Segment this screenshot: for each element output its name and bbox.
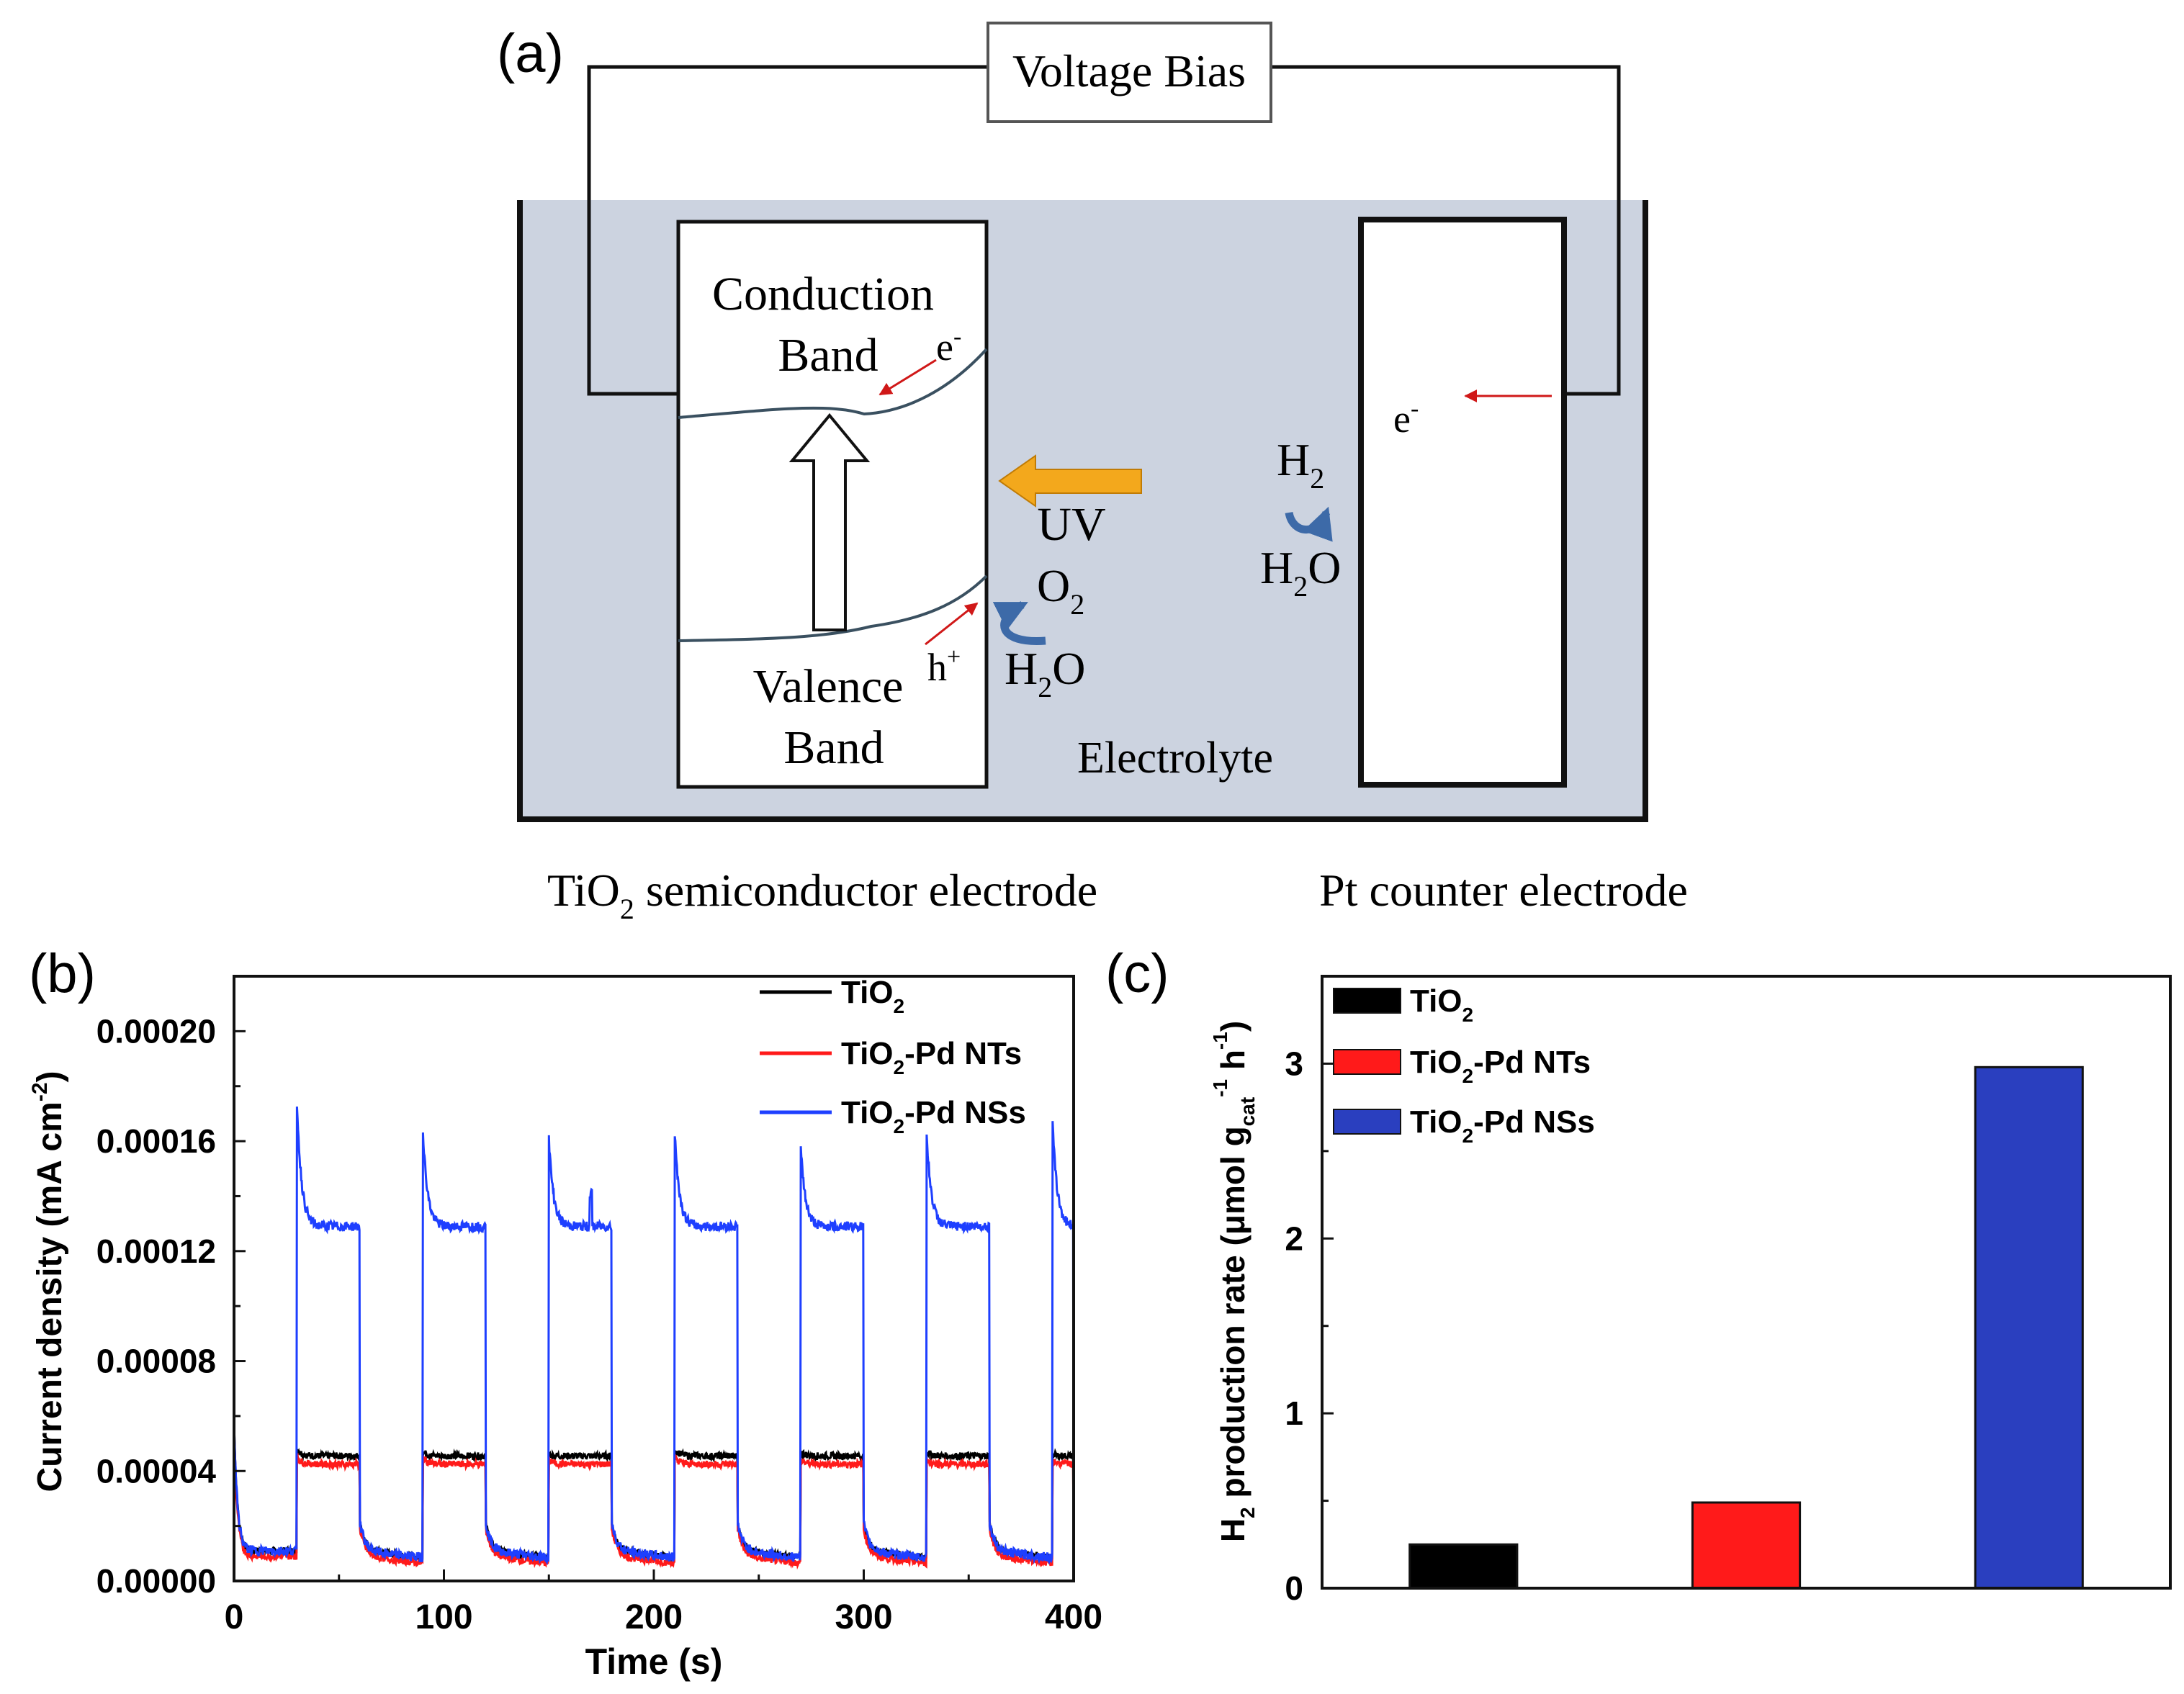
y-tick-label: 0.00020	[96, 1012, 216, 1050]
legend-label-tio2-pd-nts: TiO2-Pd NTs	[841, 1036, 1022, 1078]
y-tick-label: 2	[1285, 1220, 1303, 1257]
panel-b-label: (b)	[29, 943, 96, 1004]
excitation-arrow-icon	[788, 413, 871, 631]
chart-c-frame	[1321, 975, 2172, 1590]
uv-label: UV	[1037, 498, 1105, 551]
legend-swatch-tio2-pd-nss	[1333, 1109, 1401, 1135]
y-tick-label: 1	[1285, 1395, 1303, 1432]
chart-b-x-tick-labels: 0 100 200 300 400	[225, 1598, 1102, 1636]
h2-label: H2	[1277, 434, 1324, 495]
bar-tio2-pd-nss	[1974, 1065, 2084, 1590]
voltage-bias-label: Voltage Bias	[1012, 45, 1246, 96]
valence-band-label-1: Valence	[753, 660, 904, 713]
o2-label: O2	[1037, 560, 1084, 621]
chart-c-y-tick-labels: 0 1 2 3	[1285, 1045, 1303, 1607]
y-tick-label: 0.00004	[96, 1452, 217, 1490]
chart-b-y-tick-labels: 0.00000 0.00004 0.00008 0.00012 0.00016 …	[96, 1012, 217, 1600]
y-tick-label: 3	[1285, 1045, 1303, 1082]
panel-c-label: (c)	[1105, 943, 1169, 1004]
valence-band-label-2: Band	[783, 721, 884, 774]
external-wire	[587, 65, 1621, 396]
chart-c-ticks	[1322, 1062, 1334, 1590]
legend-swatch-tio2-pd-nts	[1333, 1049, 1401, 1075]
legend-label-tio2-pd-nts: TiO2-Pd NTs	[1410, 1045, 1591, 1087]
electrolyte-label: Electrolyte	[1077, 734, 1273, 783]
conduction-band-label-2: Band	[778, 329, 878, 382]
legend-label-tio2: TiO2	[1410, 983, 1473, 1026]
panel-c: (c) 0 1 2 3 H2 production rate (μmol gca…	[1105, 943, 2172, 1607]
legend-swatch-tio2	[1333, 988, 1401, 1014]
panel-b: (b) 0 100 200 300 400 0.00000 0.00004 0.…	[28, 943, 1102, 1682]
valence-band-curve	[678, 575, 988, 642]
pt-electron-label: e-	[1393, 395, 1419, 441]
y-tick-label: 0.00008	[96, 1343, 216, 1380]
series-line-tio2-pd-nss	[234, 1107, 1074, 1566]
conduction-band-curve	[678, 348, 988, 419]
h2o-left-label: H2O	[1005, 643, 1085, 703]
chart-b-ticks	[233, 1030, 1075, 1582]
hole-label: h+	[927, 644, 961, 689]
chart-b-y-axis-title: Current density (mA cm-2)	[28, 1071, 69, 1492]
bar-tio2	[1408, 1543, 1519, 1590]
electron-arrow-icon	[878, 359, 937, 396]
reduction-curved-arrow-icon	[1285, 506, 1333, 542]
chart-b-traces	[234, 1107, 1074, 1570]
voltage-bias-box	[987, 22, 1272, 123]
y-tick-label: 0.00000	[96, 1562, 216, 1600]
legend-label-tio2: TiO2	[841, 975, 904, 1017]
y-tick-label: 0.00016	[96, 1122, 216, 1160]
x-tick-label: 0	[225, 1598, 244, 1636]
chart-b-legend: TiO2 TiO2-Pd NTs TiO2-Pd NSs	[760, 975, 1026, 1137]
h2o-right-label: H2O	[1260, 542, 1341, 603]
hole-arrow-icon	[925, 602, 979, 646]
tio2-electrode-caption: TiO2 semiconductor electrode	[547, 865, 1097, 925]
electron-label: e-	[936, 323, 961, 369]
y-tick-label: 0	[1285, 1569, 1303, 1607]
panel-a: (a) Voltage Bias Conduction Band Valence…	[497, 22, 1688, 925]
x-tick-label: 300	[835, 1598, 892, 1636]
chart-b-x-axis-title: Time (s)	[585, 1641, 723, 1682]
bar-tio2-pd-nts	[1691, 1501, 1802, 1590]
pt-electrode-caption: Pt counter electrode	[1319, 865, 1688, 916]
conduction-band-label-1: Conduction	[712, 268, 934, 320]
legend-label-tio2-pd-nss: TiO2-Pd NSs	[1410, 1104, 1595, 1147]
oxidation-curved-arrow-icon	[992, 601, 1046, 645]
x-tick-label: 200	[625, 1598, 683, 1636]
x-tick-label: 400	[1045, 1598, 1102, 1636]
pt-electrode	[1358, 217, 1567, 788]
chart-c-y-axis-title: H2 production rate (μmol gcat-1 h-1)	[1209, 1021, 1259, 1542]
x-tick-label: 100	[415, 1598, 472, 1636]
panel-a-label: (a)	[497, 23, 564, 84]
chart-c-legend: TiO2 TiO2-Pd NTs TiO2-Pd NSs	[1333, 983, 1595, 1147]
uv-arrow-icon	[998, 454, 1142, 508]
y-tick-label: 0.00012	[96, 1233, 216, 1270]
legend-label-tio2-pd-nss: TiO2-Pd NSs	[841, 1095, 1026, 1137]
tank-walls	[517, 200, 1648, 822]
